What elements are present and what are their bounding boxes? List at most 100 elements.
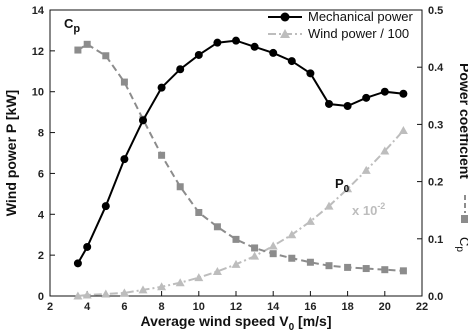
scale-annotation-sup: -2 <box>377 201 385 211</box>
x-tick-label: 8 <box>159 301 165 313</box>
x-tick-label: 14 <box>267 301 280 313</box>
y-left-tick-label: 2 <box>38 250 44 262</box>
data-point-square <box>158 151 166 159</box>
x-tick-label: 20 <box>379 301 391 313</box>
data-point-circle <box>213 38 222 47</box>
y-left-tick-label: 14 <box>32 5 45 17</box>
data-point-triangle <box>398 126 408 135</box>
data-point-square <box>288 254 296 262</box>
data-point-square <box>213 223 221 231</box>
x-axis-title-unit: [m/s] <box>294 313 331 329</box>
data-point-triangle <box>138 285 148 294</box>
cp-annotation: Cp <box>64 16 80 35</box>
data-point-square <box>344 263 352 271</box>
x-tick-label: 12 <box>230 301 242 313</box>
y-right-axis-title: Power coefficient <box>457 63 468 179</box>
y-right-tick-label: 0.3 <box>428 119 443 131</box>
p0-annotation: P0 <box>335 176 350 195</box>
x-axis-ticks: 2 4 6 8 10 12 14 16 18 20 22 <box>47 291 428 313</box>
x-tick-label: 18 <box>341 301 353 313</box>
data-point-circle <box>269 48 278 57</box>
legend-wind-label: Wind power / 100 <box>308 26 409 41</box>
y-left-axis-ticks: 0 2 4 6 8 10 12 14 <box>32 5 55 303</box>
data-point-circle <box>120 155 129 164</box>
legend: Mechanical power Wind power / 100 <box>268 9 413 41</box>
y-right-axis-title-group: Power coefficient Cp <box>454 63 468 252</box>
scale-annotation: x 10-2 <box>352 201 385 218</box>
data-point-circle <box>157 83 166 92</box>
data-point-triangle <box>305 216 315 225</box>
y-left-tick-label: 0 <box>38 291 44 303</box>
data-point-square <box>381 266 389 274</box>
data-point-circle <box>287 57 296 66</box>
data-point-circle <box>194 50 203 59</box>
y-right-tick-label: 0.5 <box>428 5 443 17</box>
data-point-square <box>120 78 128 86</box>
x-tick-label: 2 <box>47 301 53 313</box>
legend-wind-marker <box>280 29 290 38</box>
data-point-triangle <box>380 146 390 155</box>
data-point-square <box>325 262 333 270</box>
y-right-tick-label: 0.2 <box>428 177 443 189</box>
x-axis-title-main: Average wind speed V <box>141 313 290 329</box>
data-point-circle <box>176 65 185 74</box>
data-point-circle <box>250 42 259 51</box>
series-triangle <box>73 126 408 300</box>
x-tick-label: 4 <box>84 301 91 313</box>
data-point-square <box>399 267 407 275</box>
series-line-circle <box>77 39 404 264</box>
y-left-tick-label: 8 <box>38 128 44 140</box>
data-point-triangle <box>73 291 83 300</box>
data-point-square <box>195 208 203 216</box>
data-point-circle <box>380 87 389 96</box>
y-right-tick-label: 0.1 <box>428 234 443 246</box>
y-left-axis-title: Wind power P [kW] <box>3 90 19 216</box>
data-point-circle <box>343 102 352 111</box>
cp-annotation-sub: p <box>73 23 80 35</box>
data-point-square <box>176 183 184 191</box>
x-tick-label: 16 <box>304 301 316 313</box>
data-point-triangle <box>343 184 353 193</box>
data-point-square <box>362 265 370 273</box>
series-layer <box>73 36 408 300</box>
data-point-square <box>251 244 259 252</box>
data-point-circle <box>362 93 371 102</box>
data-point-triangle <box>324 201 334 210</box>
data-point-square <box>102 52 110 60</box>
data-point-triangle <box>231 259 241 268</box>
legend-mechanical-label: Mechanical power <box>308 9 413 24</box>
x-axis-title-sub: 0 <box>289 322 295 332</box>
data-point-circle <box>73 259 82 268</box>
data-point-square <box>306 258 314 266</box>
y-left-tick-label: 10 <box>32 87 44 99</box>
x-tick-label: 22 <box>416 301 428 313</box>
y-left-tick-label: 4 <box>38 209 45 221</box>
data-point-square <box>269 250 277 258</box>
data-point-circle <box>306 69 315 78</box>
y-right-tick-label: 0.4 <box>428 62 444 74</box>
data-point-triangle <box>212 266 222 275</box>
x-axis-title: Average wind speed V0 [m/s] <box>141 313 332 332</box>
data-point-square <box>83 40 91 48</box>
y-right-axis-symbol-main: C <box>457 237 468 246</box>
data-point-triangle <box>287 230 297 239</box>
scale-annotation-main: x 10 <box>352 203 377 218</box>
data-point-triangle <box>82 290 92 299</box>
x-tick-label: 10 <box>193 301 205 313</box>
data-point-triangle <box>361 165 371 174</box>
y-right-axis-symbol-sub: p <box>454 246 465 252</box>
data-point-circle <box>232 36 240 45</box>
data-point-circle <box>83 242 92 251</box>
data-point-triangle <box>194 273 204 282</box>
data-point-square <box>232 235 240 243</box>
p0-annotation-sub: 0 <box>344 184 350 195</box>
data-point-circle <box>325 99 333 108</box>
legend-mechanical-marker <box>280 12 290 22</box>
data-point-triangle <box>175 278 185 287</box>
data-point-triangle <box>268 241 278 250</box>
x-tick-label: 6 <box>121 301 127 313</box>
y-right-tick-label: 0.0 <box>428 291 443 303</box>
data-point-triangle <box>157 282 167 291</box>
data-point-square <box>74 46 82 54</box>
